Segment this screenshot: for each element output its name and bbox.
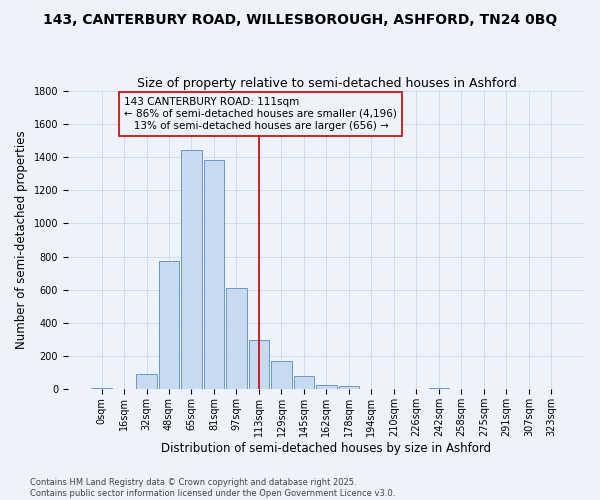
Bar (271, 361, 292, 390)
Bar (249, 340, 269, 390)
Bar (294, 376, 314, 390)
Title: Size of property relative to semi-detached houses in Ashford: Size of property relative to semi-detach… (137, 76, 517, 90)
Text: 143, CANTERBURY ROAD, WILLESBOROUGH, ASHFORD, TN24 0BQ: 143, CANTERBURY ROAD, WILLESBOROUGH, ASH… (43, 12, 557, 26)
Bar (339, 386, 359, 390)
Text: Contains HM Land Registry data © Crown copyright and database right 2025.
Contai: Contains HM Land Registry data © Crown c… (30, 478, 395, 498)
Bar (226, 288, 247, 390)
Bar (429, 388, 449, 390)
Bar (91, 388, 112, 390)
X-axis label: Distribution of semi-detached houses by size in Ashford: Distribution of semi-detached houses by … (161, 442, 491, 455)
Text: 143 CANTERBURY ROAD: 111sqm
← 86% of semi-detached houses are smaller (4,196)
  : 143 CANTERBURY ROAD: 111sqm ← 86% of sem… (124, 98, 397, 130)
Bar (159, 260, 179, 390)
Bar (181, 150, 202, 390)
Y-axis label: Number of semi-detached properties: Number of semi-detached properties (15, 130, 28, 350)
Bar (204, 160, 224, 390)
Bar (136, 374, 157, 390)
Bar (316, 384, 337, 390)
